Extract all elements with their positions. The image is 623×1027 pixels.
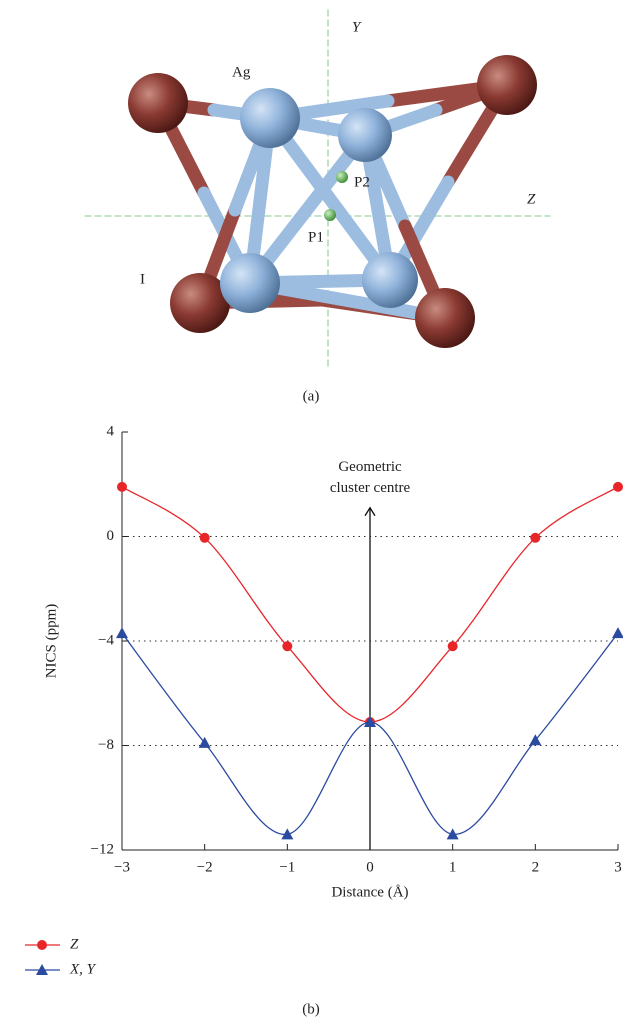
atom-label: Ag — [232, 64, 251, 80]
y-axis-label: NICS (ppm) — [43, 604, 59, 679]
y-tick-label: −12 — [91, 841, 114, 857]
x-tick-label: −1 — [279, 859, 295, 875]
point-label: P2 — [354, 174, 370, 190]
axis-label: Y — [352, 19, 362, 35]
legend-label: X, Y — [69, 961, 97, 977]
silver-atom — [240, 88, 300, 148]
caption: (b) — [302, 1001, 320, 1017]
marker — [612, 627, 623, 638]
x-tick-label: 2 — [532, 859, 540, 875]
point-label: P1 — [308, 229, 324, 245]
y-tick-label: −8 — [98, 737, 114, 753]
iodine-atom — [128, 73, 188, 133]
x-tick-label: −3 — [114, 859, 130, 875]
iodine-atom — [477, 55, 537, 115]
x-tick-label: −2 — [197, 859, 213, 875]
iodine-atom — [415, 288, 475, 348]
y-tick-label: 4 — [107, 423, 115, 439]
marker — [37, 940, 47, 950]
marker — [282, 641, 292, 651]
y-tick-label: 0 — [107, 528, 115, 544]
silver-atom — [338, 108, 392, 162]
y-tick-label: −4 — [98, 632, 114, 648]
atom-label: I — [140, 271, 145, 287]
marker — [116, 627, 128, 638]
figure: Y Z Ag I P1 P2 (a) (b) Distance (Å) NICS… — [0, 0, 623, 1027]
caption: (a) — [303, 388, 320, 404]
marker — [448, 641, 458, 651]
probe-point — [336, 171, 348, 183]
x-tick-label: 1 — [449, 859, 457, 875]
annotation: Geometric — [338, 459, 402, 475]
legend-label: Z — [70, 936, 79, 952]
x-axis-label: Distance (Å) — [331, 884, 408, 900]
silver-atom — [362, 252, 418, 308]
x-tick-label: 3 — [614, 859, 622, 875]
probe-point — [324, 209, 336, 221]
x-tick-label: 0 — [366, 859, 374, 875]
axis-label: Z — [527, 191, 536, 207]
marker — [613, 482, 623, 492]
marker — [530, 533, 540, 543]
annotation: cluster centre — [330, 480, 411, 496]
silver-atom — [220, 253, 280, 313]
marker — [200, 533, 210, 543]
molecule: Y Z Ag I P1 P2 (a) — [85, 10, 550, 404]
marker — [117, 482, 127, 492]
